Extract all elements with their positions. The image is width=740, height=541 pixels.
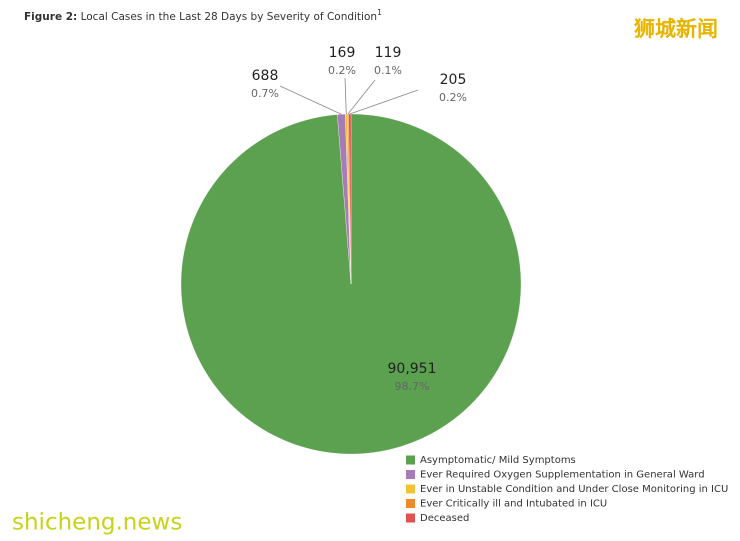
leader-line [344, 77, 347, 115]
leader-line [349, 89, 419, 115]
title-prefix: Figure 2: [24, 11, 77, 23]
percent-label: 0.1% [374, 64, 402, 77]
leader-line [347, 79, 376, 115]
title-footnote: 1 [377, 8, 382, 17]
value-label: 205 [440, 72, 467, 88]
value-label: 169 [329, 45, 356, 61]
legend-swatch [406, 499, 415, 508]
leader-line [279, 85, 342, 115]
chart-title: Figure 2: Local Cases in the Last 28 Day… [24, 8, 382, 24]
value-label: 688 [252, 68, 279, 84]
percent-label: 98.7% [395, 380, 430, 393]
percent-label: 0.7% [251, 87, 279, 100]
legend-label: Ever Required Oxygen Supplementation in … [420, 470, 705, 481]
watermark-top: 狮城新闻 [634, 17, 718, 41]
legend-label: Asymptomatic/ Mild Symptoms [420, 455, 576, 466]
legend-label: Deceased [420, 513, 469, 524]
legend-swatch [406, 484, 415, 494]
legend-swatch [406, 513, 415, 523]
legend-swatch [406, 455, 415, 465]
percent-label: 0.2% [328, 64, 356, 77]
legend-swatch [406, 470, 415, 479]
legend-label: Ever in Unstable Condition and Under Clo… [420, 484, 728, 495]
legend-label: Ever Critically ill and Intubated in ICU [420, 499, 607, 510]
percent-label: 0.2% [439, 91, 467, 104]
title-text: Local Cases in the Last 28 Days by Sever… [81, 11, 377, 23]
value-label: 119 [375, 45, 402, 61]
value-label: 90,951 [388, 361, 437, 377]
watermark-bottom: shicheng.news [12, 510, 182, 536]
